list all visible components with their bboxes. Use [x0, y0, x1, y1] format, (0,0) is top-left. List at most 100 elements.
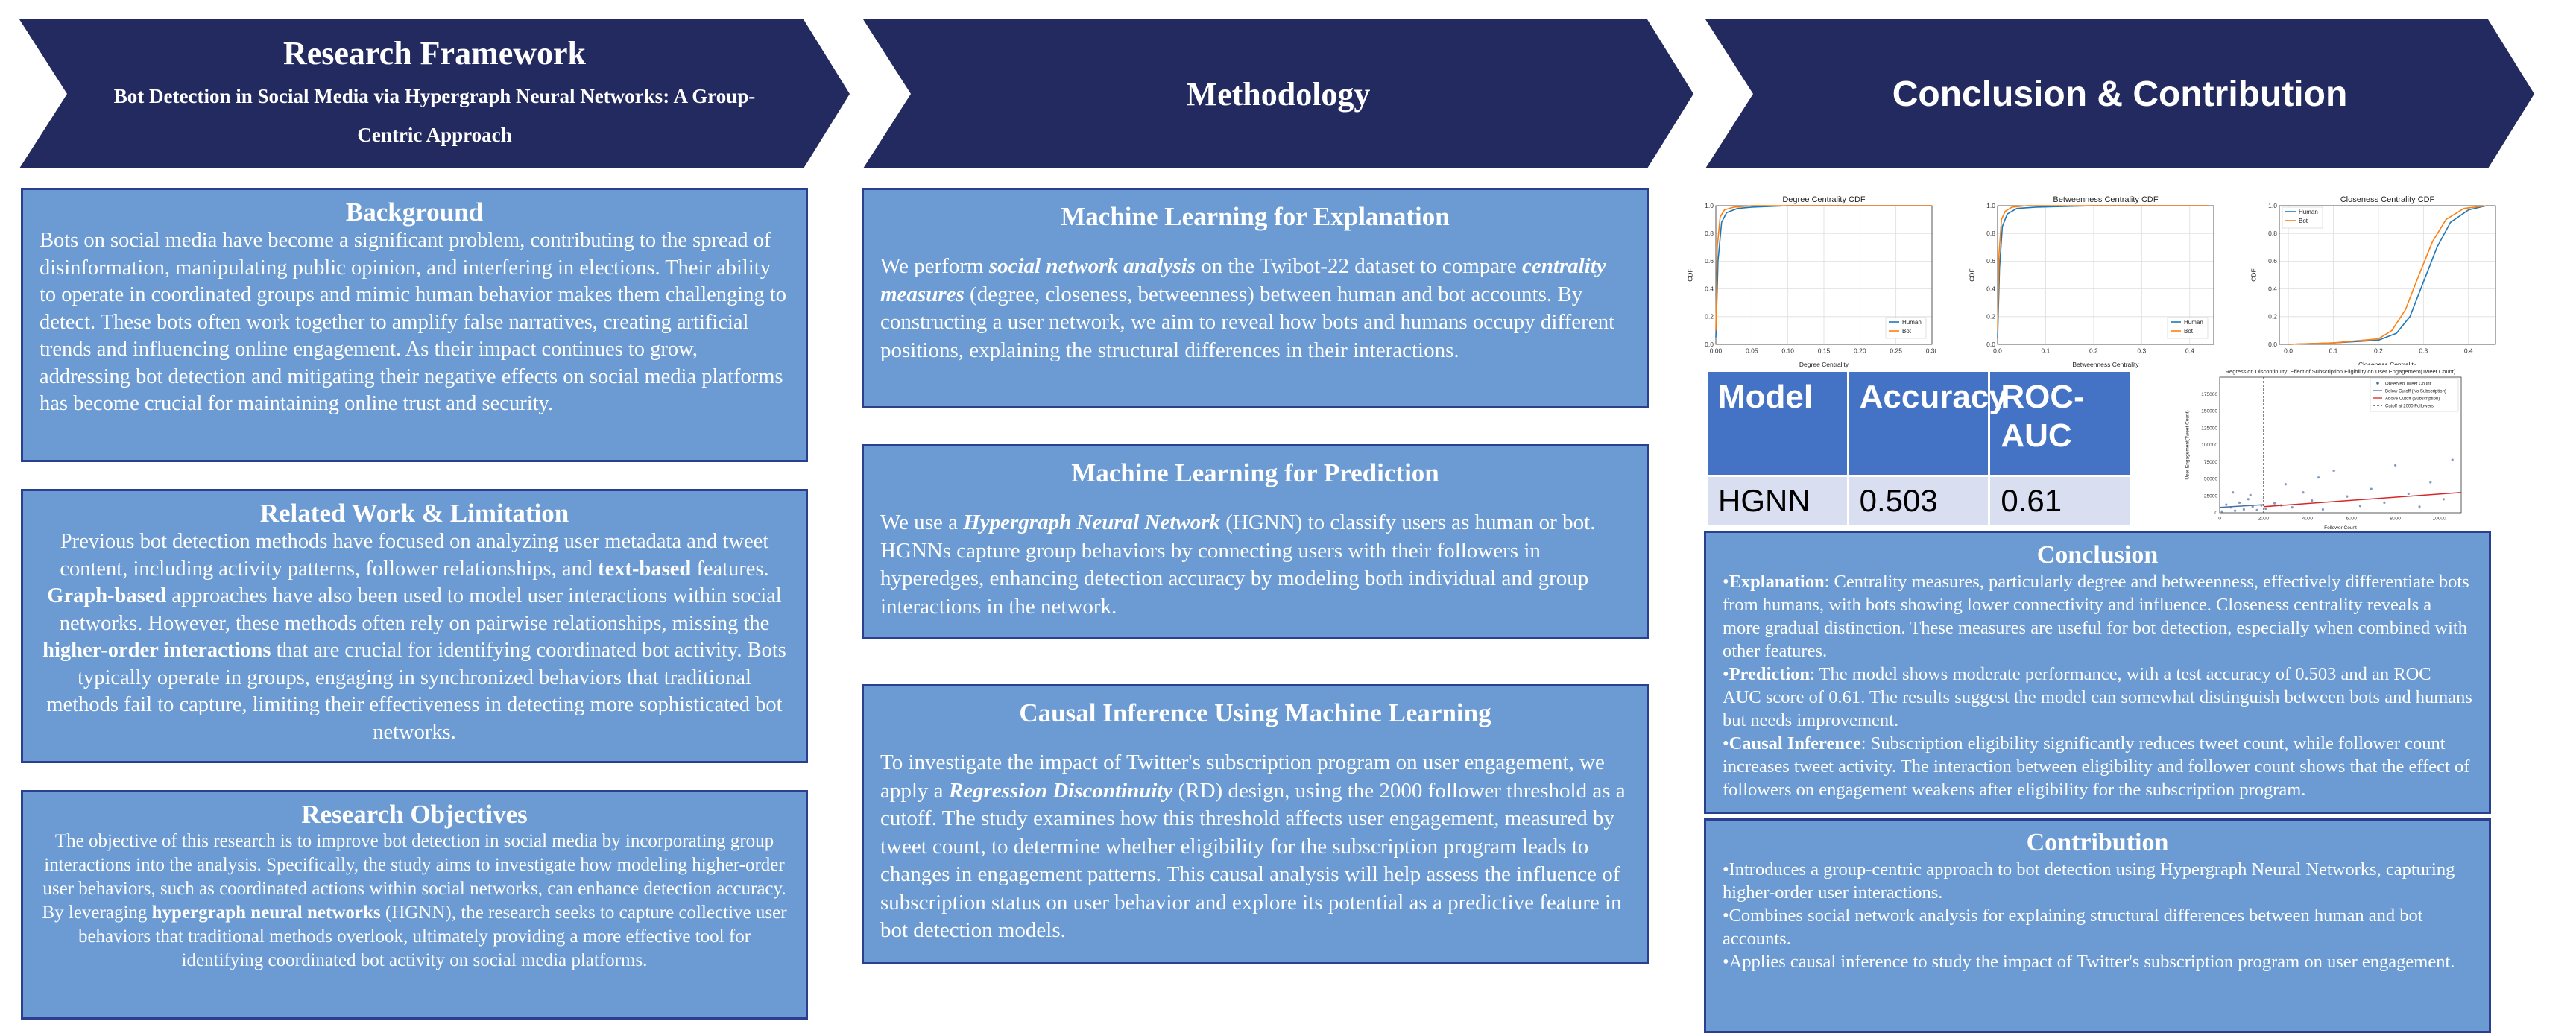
table-cell: 0.61	[1988, 475, 2132, 527]
x-tick-label: 0.10	[1781, 347, 1794, 355]
y-axis-label: CDF	[2250, 268, 2258, 281]
x-tick-label: 0	[2218, 516, 2221, 522]
y-tick-label: 0.8	[1705, 230, 1714, 237]
data-point	[2370, 487, 2373, 490]
y-tick-label: 0.8	[2268, 230, 2277, 237]
y-tick-label: 0.2	[2268, 313, 2277, 320]
y-axis-label: CDF	[1687, 268, 1694, 281]
list-item: •Explanation: Centrality measures, parti…	[1723, 572, 2469, 661]
x-tick-label: 2000	[2258, 516, 2270, 522]
x-tick-label: 4000	[2302, 516, 2314, 522]
panel-title: Background	[345, 198, 484, 227]
banner-methodology: Methodology	[863, 19, 1693, 168]
y-tick-label: 0.6	[1986, 257, 1995, 265]
y-tick-label: 125000	[2201, 426, 2217, 431]
x-tick-label: 0.30	[1926, 347, 1936, 355]
banner-conclusion: Conclusion & Contribution	[1705, 19, 2534, 168]
panel-title: Machine Learning for Explanation	[1061, 202, 1450, 231]
legend-label: Below Cutoff (No Subscription)	[2385, 390, 2446, 394]
legend-label: Above Cutoff (Subscription)	[2385, 397, 2440, 402]
data-point	[2394, 464, 2397, 467]
data-point	[2311, 499, 2314, 502]
table-cell: 0.503	[1846, 475, 1991, 527]
list-item: •Applies causal inference to study the i…	[1723, 952, 2455, 972]
regression-discontinuity-chart: Regression Discontinuity: Effect of Subs…	[2184, 365, 2467, 531]
x-tick-label: 0.3	[2419, 347, 2428, 355]
y-tick-label: 0	[2214, 511, 2217, 516]
data-point	[2321, 508, 2325, 511]
data-point	[2317, 476, 2320, 479]
data-point	[2358, 505, 2362, 508]
y-tick-label: 0.4	[2268, 285, 2277, 292]
data-point	[2442, 498, 2446, 501]
banner-title: Conclusion & Contribution	[1892, 74, 2348, 114]
chart-background	[1686, 192, 1936, 368]
x-tick-label: 0.0	[1993, 347, 2002, 355]
x-axis-label: Follower Count	[2324, 525, 2357, 531]
series-line-bot	[1715, 205, 1932, 331]
banner-research-framework: Research Framework Bot Detection in Soci…	[19, 19, 850, 168]
data-point	[2242, 508, 2245, 511]
panel-title: Machine Learning for Prediction	[1071, 458, 1439, 487]
x-tick-label: 0.2	[2374, 347, 2383, 355]
banner-title: Methodology	[1186, 75, 1371, 113]
x-tick-label: 0.20	[1854, 347, 1866, 355]
poster-subtitle: Bot Detection in Social Media via Hyperg…	[113, 84, 756, 146]
table-header: Accuracy	[1846, 370, 2007, 477]
data-point	[2346, 495, 2349, 498]
data-point	[2249, 493, 2252, 496]
legend-box	[1885, 317, 1927, 339]
data-point	[2220, 510, 2223, 513]
x-tick-label: 0.2	[2089, 347, 2098, 355]
y-tick-label: 0.2	[1705, 313, 1714, 320]
data-point	[2407, 492, 2410, 496]
panel-title: Research Objectives	[301, 800, 528, 829]
legend-label: Cutoff at 2000 Followers	[2385, 405, 2434, 409]
y-tick-label: 0.6	[2268, 257, 2277, 265]
y-tick-label: 0.2	[1986, 313, 1995, 320]
y-axis-label: CDF	[1969, 268, 1976, 281]
data-point	[2291, 506, 2294, 509]
closeness-centrality-cdf-chart: Closeness Centrality CDF 0.0 0.1 0.2 0.3 0.4 0…	[2250, 192, 2500, 368]
legend-swatch	[2376, 382, 2379, 385]
x-axis-label: Closeness Centrality	[2358, 361, 2417, 368]
chart-title: Degree Centrality CDF	[1782, 195, 1866, 204]
x-axis-label: Betweenness Centrality	[2072, 361, 2139, 368]
causal-inference-panel: Causal Inference Using Machine Learning …	[862, 684, 1649, 964]
results-table: Model Accuracy ROC-AUC HGNN 0.503 0.61	[1705, 370, 2132, 527]
data-point	[2273, 502, 2276, 505]
y-tick-label: 0.4	[1986, 285, 1995, 292]
y-tick-label: 1.0	[1986, 202, 1995, 209]
y-tick-label: 50000	[2204, 477, 2217, 482]
y-tick-label: 1.0	[2268, 202, 2277, 209]
legend-box	[2370, 378, 2459, 412]
data-point	[2234, 509, 2237, 512]
series-line-bot	[2288, 205, 2487, 345]
chart-title: Regression Discontinuity: Effect of Subs…	[2226, 368, 2456, 375]
x-tick-label: 8000	[2390, 516, 2401, 522]
legend-label: Bot	[1902, 328, 1912, 335]
chart-title: Betweenness Centrality CDF	[2053, 195, 2159, 204]
contribution-panel: Contribution •Introduces a group-centric…	[1704, 818, 2491, 1033]
legend-box	[2167, 317, 2209, 339]
series-line-bot	[1997, 205, 2209, 331]
data-point	[2451, 458, 2454, 461]
y-tick-label: 100000	[2201, 443, 2217, 448]
data-point	[2302, 491, 2305, 494]
background-panel: Background Bots on social media have bec…	[21, 188, 808, 462]
data-point	[2247, 498, 2250, 501]
x-tick-label: 0.1	[2329, 347, 2338, 355]
list-item: •Causal Inference: Subscription eligibil…	[1723, 733, 2470, 800]
data-point	[2255, 508, 2258, 511]
x-axis-label: Degree Centrality	[1799, 361, 1849, 368]
legend-label: Human	[1902, 319, 1922, 326]
plot-frame	[2279, 205, 2496, 345]
research-objectives-panel: Research Objectives The objective of thi…	[21, 790, 808, 1020]
y-axis-label: User Engagement(Tweet Count)	[2185, 410, 2191, 479]
panel-title: Contribution	[2026, 829, 2169, 856]
list-item: •Introduces a group-centric approach to …	[1723, 859, 2455, 903]
legend-label: Observed Tweet Count	[2385, 382, 2431, 387]
panel-title: Related Work & Limitation	[259, 499, 569, 528]
chart-background	[1968, 192, 2218, 368]
list-item: •Combines social network analysis for ex…	[1723, 906, 2423, 949]
